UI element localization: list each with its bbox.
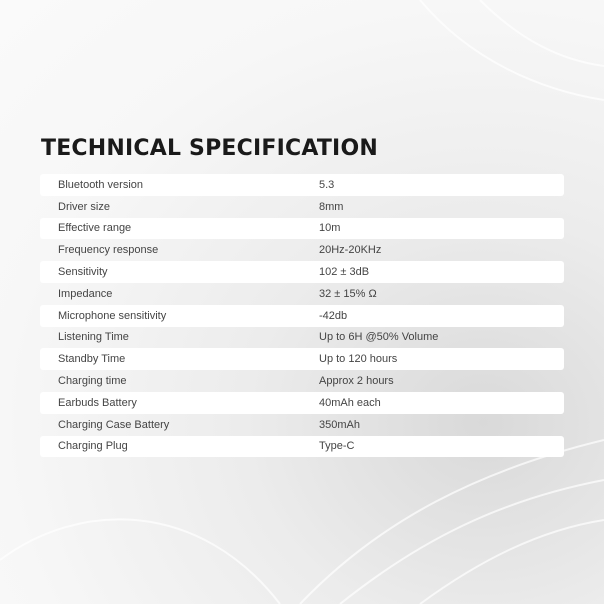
spec-value: 5.3 (319, 178, 335, 191)
spec-value: -42db (319, 309, 348, 322)
spec-value: Type-C (319, 440, 355, 453)
spec-label: Earbuds Battery (58, 396, 137, 409)
spec-label: Impedance (58, 287, 113, 300)
spec-row: Earbuds Battery 40mAh each (40, 391, 564, 414)
spec-row: Charging time Approx 2 hours (40, 370, 564, 392)
spec-value: 350mAh (319, 418, 360, 431)
spec-table: Bluetooth version 5.3 Driver size 8mm Effect… (40, 174, 564, 458)
spec-row: Listening Time Up to 6H @50% Volume (40, 327, 564, 349)
spec-row: Effective range 10m (40, 217, 564, 240)
spec-row: Bluetooth version 5.3 (40, 174, 564, 196)
page-title: TECHNICAL SPECIFICATION (41, 136, 378, 161)
spec-label: Standby Time (58, 353, 126, 366)
spec-row: Microphone sensitivity -42db (40, 304, 564, 327)
spec-row: Charging Case Battery 350mAh (40, 414, 564, 436)
spec-label: Charging time (58, 375, 127, 388)
spec-label: Sensitivity (58, 266, 108, 279)
spec-value: 8mm (319, 200, 344, 213)
spec-row: Impedance 32 ± 15% Ω (40, 283, 564, 305)
spec-row: Driver size 8mm (40, 196, 564, 218)
spec-label: Microphone sensitivity (58, 309, 167, 322)
spec-row: Frequency response 20Hz-20KHz (40, 239, 564, 261)
spec-label: Effective range (58, 222, 132, 235)
spec-row: Sensitivity 102 ± 3dB (40, 261, 564, 283)
spec-label: Bluetooth version (58, 178, 143, 191)
spec-value: 10m (319, 222, 341, 235)
spec-value: 32 ± 15% Ω (319, 287, 377, 300)
spec-label: Charging Plug (58, 440, 128, 453)
spec-value: 102 ± 3dB (319, 266, 370, 279)
spec-label: Frequency response (58, 244, 159, 257)
spec-value: 40mAh each (319, 396, 381, 409)
spec-label: Listening Time (58, 331, 129, 344)
spec-label: Driver size (58, 200, 110, 213)
spec-value: 20Hz-20KHz (319, 244, 382, 257)
spec-value: Up to 6H @50% Volume (319, 331, 439, 344)
spec-row: Standby Time Up to 120 hours (40, 348, 564, 371)
spec-value: Approx 2 hours (319, 375, 394, 388)
spec-row: Charging Plug Type-C (40, 435, 564, 458)
spec-value: Up to 120 hours (319, 353, 398, 366)
spec-label: Charging Case Battery (58, 418, 170, 431)
